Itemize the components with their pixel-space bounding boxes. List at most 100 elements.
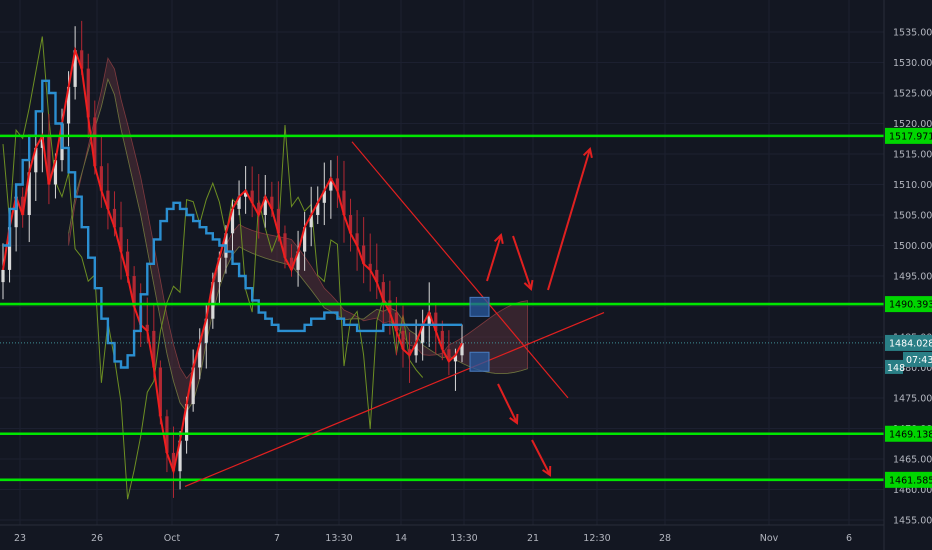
candle-body bbox=[375, 269, 379, 283]
candle-body bbox=[93, 117, 97, 167]
ascending-trendline[interactable] bbox=[184, 312, 605, 488]
countdown-label: 07:43 bbox=[906, 355, 932, 366]
candle-body bbox=[303, 227, 307, 252]
current-price-tag-bg bbox=[885, 334, 932, 351]
candle-body bbox=[460, 343, 464, 356]
time-tick-label: 21 bbox=[527, 533, 539, 544]
countdown-bg bbox=[903, 351, 932, 367]
candle-body bbox=[427, 312, 431, 325]
candle-body bbox=[355, 233, 359, 246]
base-line bbox=[3, 79, 462, 369]
candle-body bbox=[407, 349, 412, 356]
candle-body bbox=[185, 404, 189, 441]
arrow-up-2-shaft[interactable] bbox=[547, 148, 591, 291]
candle-body bbox=[230, 208, 235, 234]
price-tick-label: 1535.000 bbox=[893, 28, 932, 39]
candle-body bbox=[178, 440, 182, 472]
time-tick-label: 28 bbox=[659, 533, 671, 544]
candle-body bbox=[198, 343, 202, 368]
candle-body bbox=[21, 196, 25, 215]
candle-body bbox=[27, 172, 31, 215]
candle-body bbox=[191, 367, 195, 405]
support-resistance-levels[interactable] bbox=[0, 134, 884, 482]
candle-body bbox=[112, 208, 117, 228]
current-price-tag-label: 1484.028 bbox=[889, 338, 932, 349]
candle-body bbox=[276, 208, 280, 234]
candle-body bbox=[270, 196, 274, 209]
level-tag-bg bbox=[885, 471, 932, 488]
candle-body bbox=[106, 190, 110, 209]
arrow-down-1-head[interactable] bbox=[523, 279, 534, 291]
candle-body bbox=[14, 196, 18, 228]
arrow-down-1-shaft[interactable] bbox=[512, 235, 532, 290]
level-tag-label: 1517.971 bbox=[889, 131, 932, 142]
candle-body bbox=[66, 86, 71, 124]
candle-body bbox=[322, 190, 326, 203]
candle-body bbox=[152, 330, 156, 368]
candle-body bbox=[348, 215, 353, 234]
price-tick-label: 1460.000 bbox=[893, 485, 932, 496]
price-tick-label: 1505.000 bbox=[893, 211, 932, 222]
price-tick-label: 1520.000 bbox=[893, 119, 932, 130]
candle-body bbox=[80, 50, 84, 69]
candle-body bbox=[394, 312, 399, 331]
time-tick-label: Oct bbox=[164, 533, 181, 544]
time-axis[interactable]: 23 26 Oct 7 13:30 14 13:30 21 12:30 28 Nov 6 bbox=[14, 533, 852, 544]
level-tag-bg bbox=[885, 296, 932, 313]
candle-body bbox=[34, 147, 38, 173]
price-tick-label: 1465.000 bbox=[893, 455, 932, 466]
candle-body bbox=[401, 330, 405, 350]
candle-body bbox=[296, 251, 300, 270]
time-tick-label: 13:30 bbox=[325, 533, 352, 544]
level-tag-bg bbox=[885, 127, 932, 144]
time-tick-label: 7 bbox=[274, 533, 280, 544]
candle-body bbox=[158, 367, 162, 417]
candle-body bbox=[381, 282, 385, 301]
candle-body bbox=[244, 190, 248, 197]
time-tick-label: Nov bbox=[760, 533, 779, 544]
candle-body bbox=[145, 324, 149, 331]
price-tags: 1517.971 1490.393 1469.138 1461.585 1484.028… bbox=[885, 127, 932, 488]
candle-body bbox=[309, 215, 313, 228]
arrow-up-2-head[interactable] bbox=[582, 147, 593, 159]
candle-body bbox=[289, 257, 294, 270]
time-tick-label: 12:30 bbox=[583, 533, 610, 544]
level-tag-label: 1490.393 bbox=[889, 300, 932, 311]
candle-body bbox=[217, 257, 221, 283]
breakout-box[interactable] bbox=[469, 296, 490, 317]
arrow-down-2-head[interactable] bbox=[509, 413, 519, 425]
time-tick-label: 14 bbox=[395, 533, 407, 544]
candle-body bbox=[1, 269, 5, 283]
arrow-down-2-shaft[interactable] bbox=[497, 383, 518, 424]
time-tick-label: 26 bbox=[91, 533, 103, 544]
drawings[interactable] bbox=[184, 141, 605, 488]
candle-body bbox=[388, 300, 392, 313]
extra-tag-label: 148 bbox=[887, 363, 905, 374]
candle-body bbox=[204, 318, 208, 344]
price-tick-label: 1500.000 bbox=[893, 241, 932, 252]
extra-tag-bg bbox=[885, 359, 903, 374]
price-tick-label: 1525.000 bbox=[893, 89, 932, 100]
lagging-span bbox=[2, 36, 424, 500]
price-tick-label: 1475.000 bbox=[893, 394, 932, 405]
time-tick-label: 23 bbox=[14, 533, 26, 544]
candle-body bbox=[119, 227, 123, 252]
candle-body bbox=[368, 263, 372, 270]
candle-body bbox=[316, 202, 320, 215]
price-tick-label: 1510.000 bbox=[893, 180, 932, 191]
level-tag-bg bbox=[885, 425, 932, 442]
candle-body bbox=[421, 324, 425, 344]
candle-body bbox=[257, 202, 261, 215]
candle-body bbox=[263, 196, 267, 215]
arrow-down-3-shaft[interactable] bbox=[531, 439, 551, 476]
descending-trendline[interactable] bbox=[351, 141, 569, 399]
candle-body bbox=[125, 251, 130, 276]
price-tick-label: 1515.000 bbox=[893, 150, 932, 161]
candle-body bbox=[211, 282, 215, 319]
price-tick-label: 1480.000 bbox=[893, 363, 932, 374]
arrow-up-1-shaft[interactable] bbox=[486, 234, 502, 282]
breakdown-box[interactable] bbox=[469, 351, 490, 372]
arrow-up-1-head[interactable] bbox=[493, 232, 504, 245]
arrow-down-3-head[interactable] bbox=[542, 465, 552, 477]
